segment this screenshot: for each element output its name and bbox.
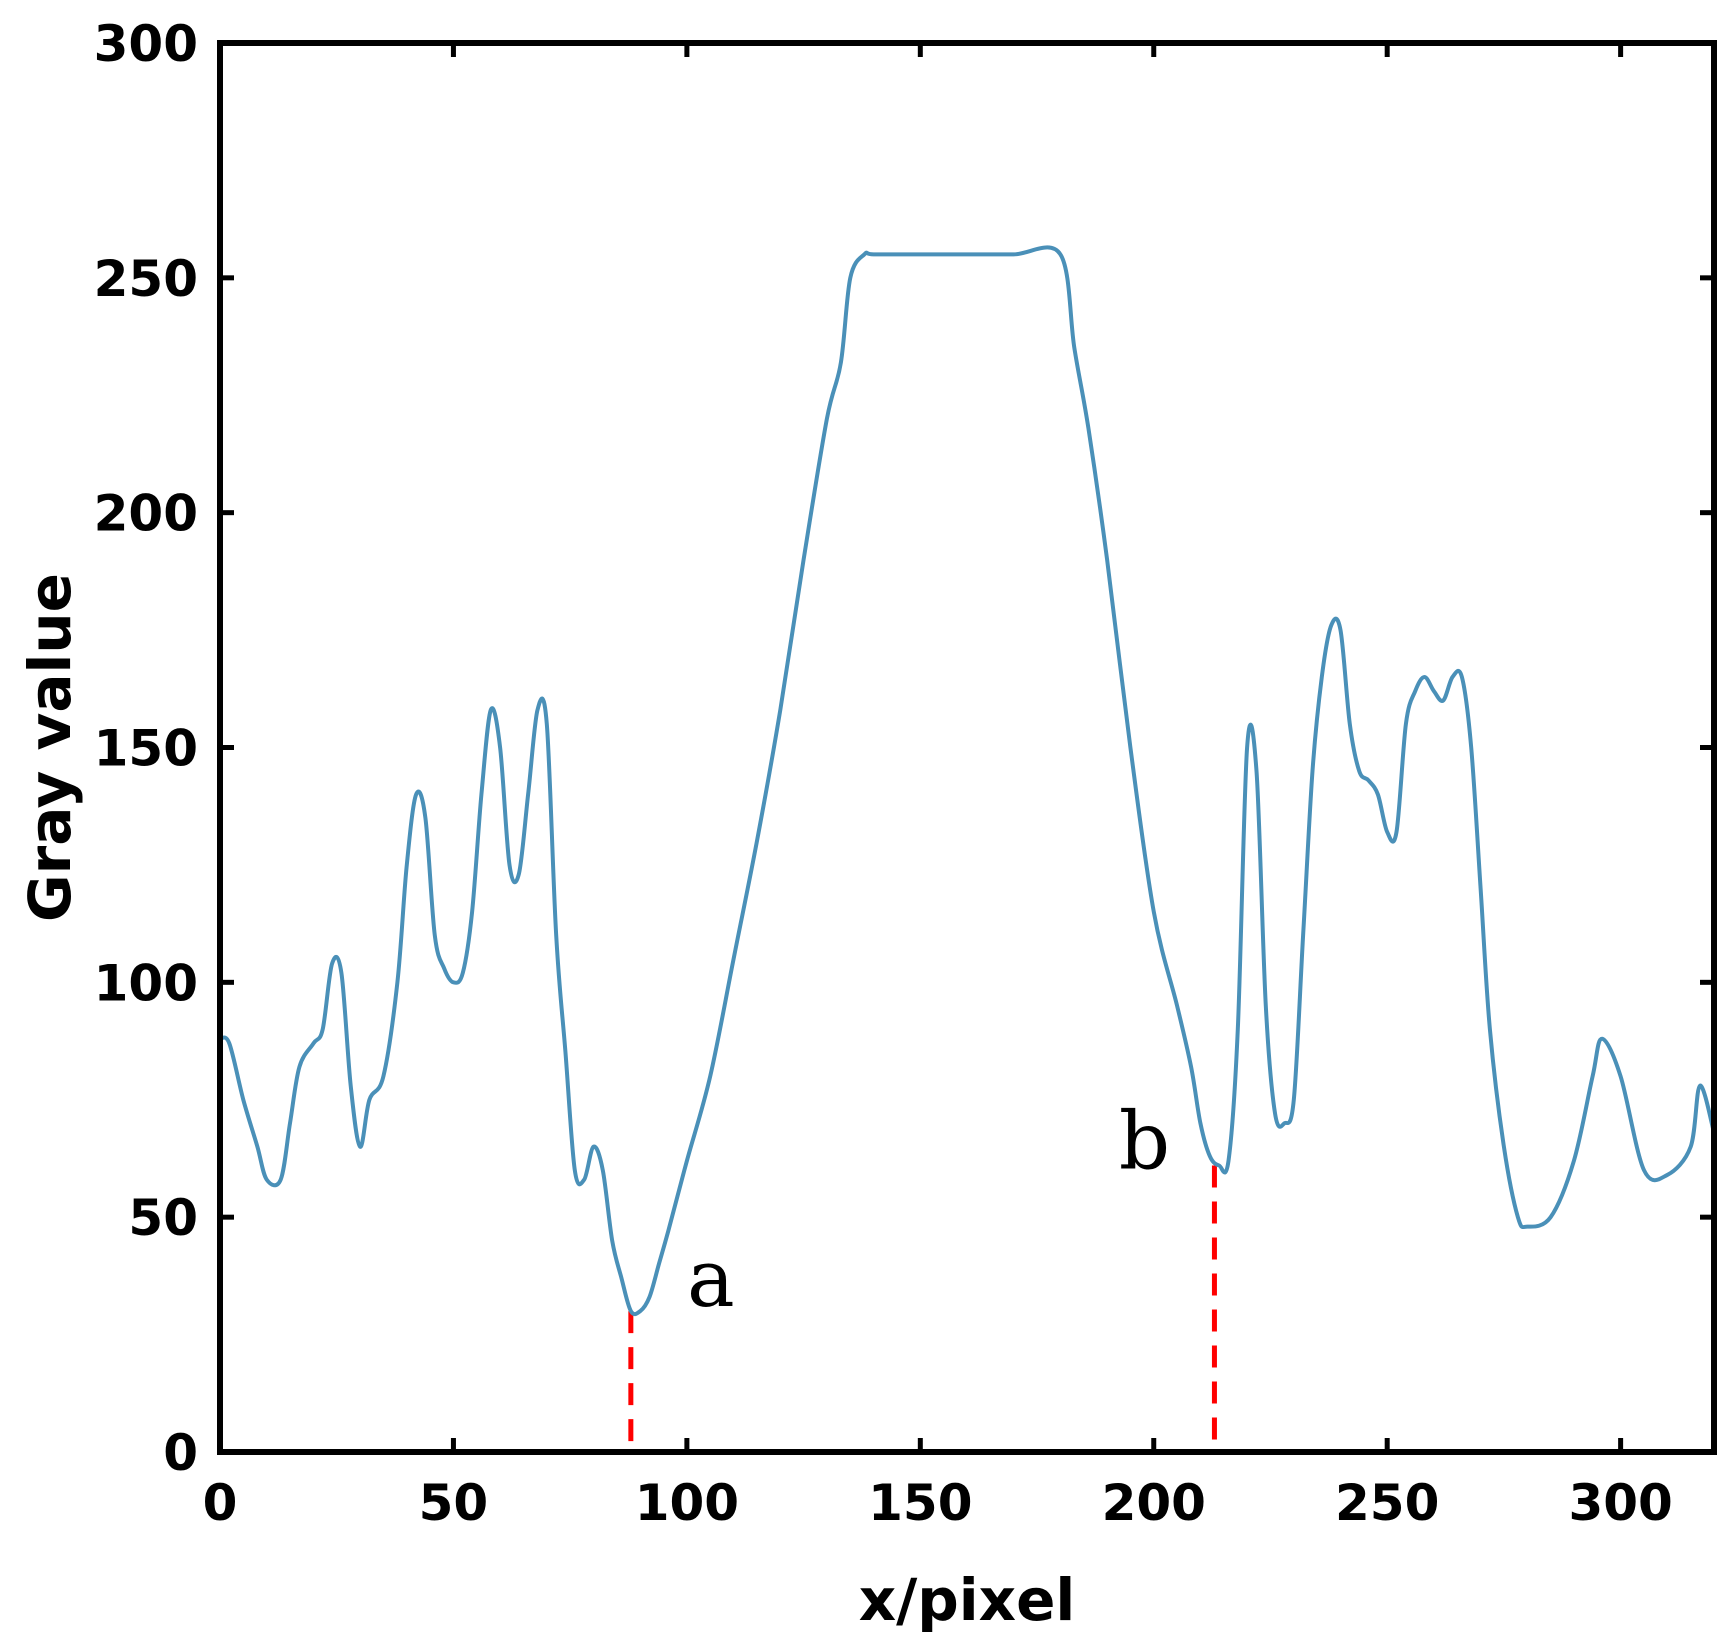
x-tick-label: 300 (1568, 1474, 1672, 1532)
x-tick-label: 100 (635, 1474, 739, 1532)
x-tick-label: 0 (203, 1474, 238, 1532)
x-tick-label: 200 (1102, 1474, 1206, 1532)
tick-labels: 0 50 100 150 200 250 300 0 50 100 150 200 250 300 (94, 15, 1673, 1532)
annotations: ab (687, 1095, 1170, 1326)
annotation-a: a (687, 1232, 735, 1325)
x-tick-label: 50 (419, 1474, 489, 1532)
y-tick-label: 300 (94, 15, 198, 73)
annotation-b: b (1119, 1095, 1170, 1188)
series-line (218, 245, 1716, 1317)
x-axis-label: x/pixel (859, 1566, 1076, 1634)
y-tick-label: 150 (94, 720, 198, 778)
y-tick-label: 0 (163, 1424, 198, 1482)
y-axis-label: Gray value (16, 573, 84, 922)
x-tick-label: 250 (1335, 1474, 1439, 1532)
y-tick-label: 250 (94, 250, 198, 308)
marker-lines (628, 1165, 1217, 1452)
y-tick-label: 100 (94, 954, 198, 1012)
y-tick-label: 50 (128, 1189, 198, 1247)
axis-ticks (217, 40, 1714, 1455)
x-tick-label: 150 (868, 1474, 972, 1532)
y-tick-label: 200 (94, 485, 198, 543)
